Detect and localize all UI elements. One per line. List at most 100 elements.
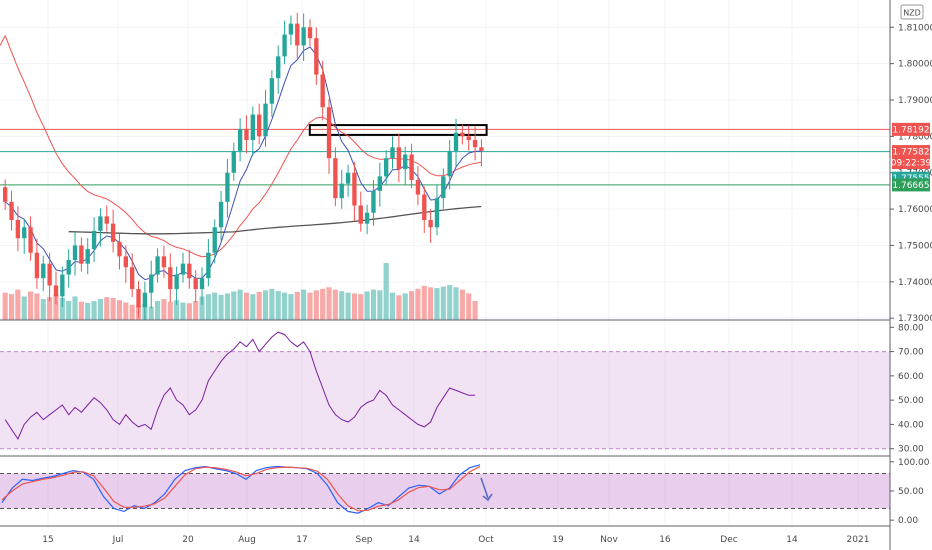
- candle[interactable]: [269, 70, 275, 117]
- candle[interactable]: [333, 147, 338, 207]
- oscillator-2-axis[interactable]: 100.00 50.00 0.00: [890, 458, 930, 526]
- candle[interactable]: [320, 60, 325, 121]
- candle[interactable]: [307, 19, 313, 47]
- candle[interactable]: [218, 190, 224, 241]
- candle[interactable]: [15, 206, 21, 252]
- candle[interactable]: [22, 219, 27, 254]
- candle[interactable]: [155, 248, 160, 283]
- candle[interactable]: [288, 15, 294, 46]
- candle[interactable]: [460, 124, 465, 145]
- candle[interactable]: [352, 161, 357, 222]
- candle[interactable]: [434, 184, 440, 236]
- candle[interactable]: [428, 209, 433, 243]
- currency-badge[interactable]: [900, 4, 924, 20]
- candle[interactable]: [85, 238, 90, 275]
- oscillator-1-panel[interactable]: [0, 331, 890, 450]
- candle[interactable]: [244, 115, 249, 154]
- candle[interactable]: [345, 164, 351, 197]
- candle[interactable]: [53, 271, 59, 305]
- candle[interactable]: [34, 238, 40, 289]
- candle[interactable]: [390, 136, 395, 169]
- candle[interactable]: [193, 270, 198, 303]
- candle[interactable]: [396, 133, 402, 183]
- oscillator-1-band-lines: [0, 351, 890, 450]
- candle[interactable]: [339, 169, 344, 209]
- candle[interactable]: [28, 216, 33, 261]
- candle-body: [180, 263, 186, 275]
- volume-bar: [123, 302, 129, 320]
- price-panel[interactable]: [0, 12, 890, 321]
- candle[interactable]: [301, 13, 306, 62]
- candle[interactable]: [206, 238, 211, 287]
- candle-body: [377, 176, 382, 191]
- candle[interactable]: [199, 267, 205, 305]
- candle[interactable]: [409, 143, 414, 188]
- candle[interactable]: [174, 266, 179, 305]
- candle[interactable]: [257, 103, 262, 145]
- candle[interactable]: [377, 162, 382, 207]
- candle[interactable]: [237, 118, 243, 162]
- volume-bar: [428, 287, 434, 320]
- candle[interactable]: [104, 205, 109, 232]
- candle[interactable]: [136, 281, 141, 318]
- candle[interactable]: [180, 252, 186, 283]
- candle[interactable]: [149, 260, 154, 309]
- candle[interactable]: [364, 204, 370, 235]
- candle[interactable]: [314, 27, 319, 86]
- candle[interactable]: [47, 252, 52, 302]
- resistance-box[interactable]: [308, 124, 488, 136]
- price-tag-label: 1.76665: [892, 181, 929, 191]
- candle[interactable]: [161, 245, 167, 278]
- candle[interactable]: [41, 255, 46, 292]
- candle[interactable]: [225, 158, 230, 218]
- candle[interactable]: [276, 45, 281, 94]
- candle[interactable]: [110, 209, 116, 253]
- candle[interactable]: [66, 249, 71, 288]
- volume-bar: [358, 294, 364, 320]
- candle-body: [472, 140, 478, 148]
- volume-bar: [231, 291, 237, 320]
- candle[interactable]: [263, 89, 268, 147]
- candle[interactable]: [371, 180, 376, 226]
- candle[interactable]: [130, 253, 135, 298]
- candle[interactable]: [9, 190, 14, 231]
- oscillator-2-panel[interactable]: [0, 464, 890, 514]
- candle[interactable]: [472, 126, 478, 161]
- candle[interactable]: [60, 266, 65, 307]
- candle[interactable]: [403, 146, 408, 185]
- candle-body: [231, 150, 236, 173]
- candle[interactable]: [168, 253, 173, 303]
- candle[interactable]: [479, 139, 484, 167]
- candle[interactable]: [447, 140, 452, 190]
- candle[interactable]: [422, 186, 427, 234]
- candle[interactable]: [295, 12, 300, 59]
- oscillator-2-tick-label: 0.00: [898, 516, 918, 526]
- candlesticks[interactable]: [3, 12, 484, 321]
- candle[interactable]: [358, 191, 363, 232]
- candle-body: [352, 172, 357, 206]
- candle[interactable]: [282, 20, 287, 65]
- oscillator-1-axis[interactable]: 80.00 70.00 60.00 50.00 40.00 30.00: [890, 323, 924, 455]
- candle[interactable]: [98, 208, 103, 247]
- volume-bars: [2, 263, 478, 320]
- time-axis[interactable]: 15 Jul 20 Aug 17 Sep 14 Oct 19 Nov 16 Dec 14 2021: [42, 535, 869, 545]
- candle[interactable]: [72, 231, 78, 276]
- candle[interactable]: [466, 125, 471, 151]
- candle[interactable]: [415, 166, 421, 206]
- candle[interactable]: [3, 179, 8, 210]
- candle[interactable]: [117, 233, 122, 270]
- candle[interactable]: [212, 219, 217, 264]
- candle[interactable]: [326, 99, 332, 174]
- candle[interactable]: [453, 118, 459, 167]
- candle[interactable]: [231, 142, 236, 181]
- candle[interactable]: [79, 237, 84, 272]
- candle[interactable]: [187, 249, 192, 289]
- candle[interactable]: [91, 217, 97, 263]
- candle[interactable]: [384, 150, 389, 185]
- candle[interactable]: [250, 106, 255, 156]
- candle-body: [117, 241, 122, 257]
- candle[interactable]: [142, 281, 148, 321]
- candle[interactable]: [123, 245, 128, 283]
- candle[interactable]: [441, 168, 446, 209]
